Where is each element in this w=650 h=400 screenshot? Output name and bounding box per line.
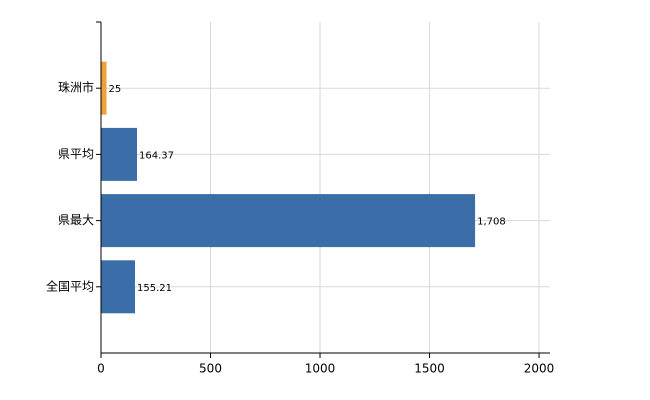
bar (101, 260, 135, 314)
x-tick-label: 2000 (524, 362, 555, 376)
y-tick-label: 全国平均 (46, 278, 94, 293)
y-tick-label: 県最大 (58, 213, 94, 227)
x-tick-label: 1000 (305, 362, 336, 376)
bar (101, 127, 138, 181)
bar (101, 61, 107, 115)
value-label: 25 (108, 84, 121, 95)
value-label: 1,708 (477, 217, 506, 228)
value-label: 164.37 (139, 150, 174, 161)
y-tick-label: 珠洲市 (58, 80, 94, 95)
value-label: 155.21 (137, 283, 172, 294)
y-tick-label: 県平均 (58, 147, 94, 161)
x-tick-label: 500 (199, 362, 222, 376)
x-tick-label: 1500 (414, 362, 445, 376)
bar (101, 194, 476, 248)
x-tick-label: 0 (97, 362, 105, 376)
